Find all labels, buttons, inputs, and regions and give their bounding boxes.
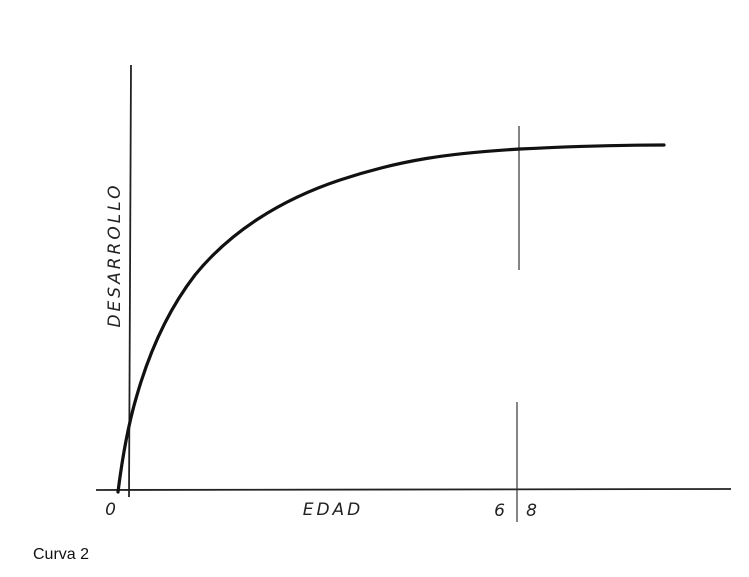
growth-curve [116, 143, 666, 494]
x-axis [95, 488, 732, 491]
y-axis-label: DESARROLLO [105, 182, 125, 327]
x-tick-label: 6 [494, 501, 508, 521]
x-tick-label: 0 [105, 500, 119, 520]
x-tick-label: 8 [526, 501, 540, 521]
x-axis-label: EDAD [303, 500, 364, 520]
caption: Curva 2 [33, 546, 89, 563]
